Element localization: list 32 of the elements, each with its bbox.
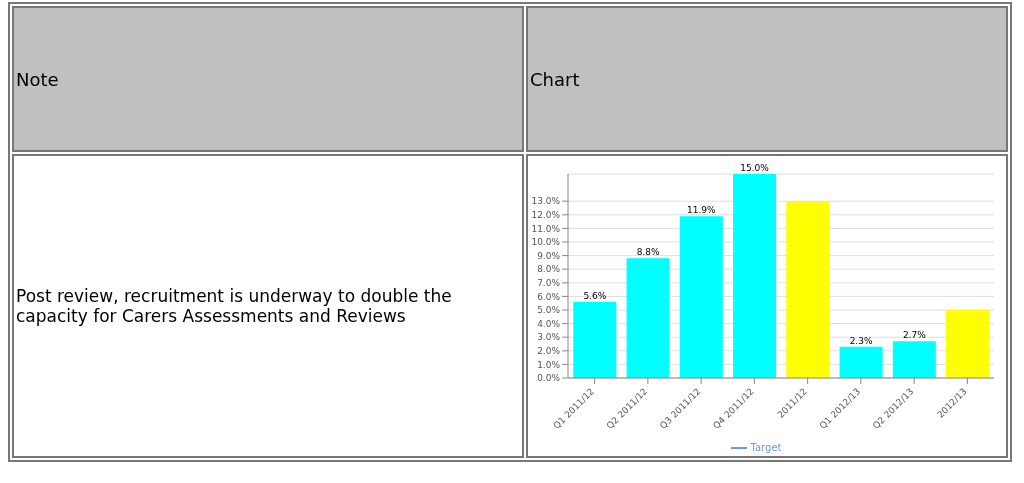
y-tick-label: 13.0% [531, 196, 561, 207]
bar [626, 258, 670, 378]
data-label: 11.9% [687, 205, 717, 216]
y-tick-label: 4.0% [537, 318, 561, 329]
bar [573, 301, 617, 378]
bar [892, 341, 936, 378]
bar [679, 216, 723, 378]
y-tick-label: 0.0% [537, 373, 561, 384]
data-label: 2.3% [849, 335, 873, 346]
text: Note [12, 6, 524, 152]
y-tick-label: 3.0% [537, 332, 561, 343]
y-tick-label: 6.0% [537, 291, 561, 302]
y-tick-label: 12.0% [531, 209, 561, 220]
data-label: 8.8% [636, 247, 660, 258]
y-tick-label: 2.0% [537, 345, 561, 356]
text: Post review, recruitment is underway to double the capacity for Carers Assessments and Reviews [12, 154, 524, 458]
y-tick-label: 9.0% [537, 250, 561, 261]
y-tick-label: 7.0% [537, 277, 561, 288]
y-tick-label: 8.0% [537, 264, 561, 275]
y-tick-label: 11.0% [531, 223, 561, 234]
data-label: 2.7% [902, 330, 927, 341]
bar [786, 201, 830, 378]
text: Chart [526, 6, 1008, 152]
bar [733, 174, 777, 378]
bar [946, 310, 990, 378]
y-tick-label: 10.0% [531, 237, 561, 248]
legend-label: Target [750, 442, 782, 453]
bar [839, 346, 883, 378]
data-label: 5.6% [583, 290, 607, 301]
data-label: 15.0% [740, 163, 770, 173]
y-tick-label: 1.0% [537, 359, 561, 370]
y-tick-label: 5.0% [537, 305, 561, 316]
